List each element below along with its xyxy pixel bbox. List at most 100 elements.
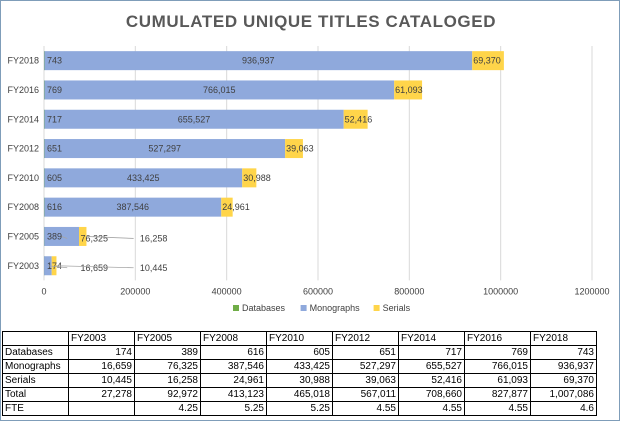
- bars: [44, 51, 504, 276]
- table-header-cell: [2, 331, 69, 346]
- table-row: Serials 10,445 16,258 24,961 30,988 39,063 52,…: [2, 373, 597, 388]
- x-axis-ticks: 0 200000 400000 600000 800000 1000000 1200000: [41, 286, 609, 296]
- table-header-row: FY2003 FY2005 FY2008 FY2010 FY2012 FY2014 FY20…: [2, 331, 597, 346]
- table-cell: 69,370: [530, 373, 597, 388]
- bar-databases: [44, 51, 45, 71]
- table-cell: 616: [200, 345, 267, 360]
- table-cell: 743: [530, 345, 597, 360]
- bar-monographs: [44, 168, 243, 188]
- table-header-cell: FY2012: [332, 331, 399, 346]
- data-label-serials: 10,445: [140, 263, 168, 273]
- bar-databases: [44, 197, 45, 217]
- bar-monographs: [44, 139, 286, 159]
- category-label: FY2005: [7, 231, 39, 241]
- table-cell: 10,445: [68, 373, 135, 388]
- category-label: FY2018: [7, 56, 39, 66]
- table-cell: 605: [266, 345, 333, 360]
- leader-line: [86, 236, 134, 239]
- bar-serials: [79, 226, 87, 246]
- table-cell: 27,278: [68, 387, 135, 402]
- table-header-cell: FY2014: [398, 331, 465, 346]
- stacked-bar-chart: CUMULATED UNIQUE TITLES CATALOGED FY2018…: [7, 12, 609, 313]
- category-label: FY2012: [7, 144, 39, 154]
- table-body: Databases 174 389 616 605 651 717 769 743 Monogra…: [2, 345, 597, 416]
- table-cell: 527,297: [332, 359, 399, 374]
- data-label-monographs: 766,015: [203, 85, 236, 95]
- data-label-serials: 16,258: [140, 233, 168, 243]
- table-cell: 4.55: [398, 401, 465, 416]
- table-cell: 24,961: [200, 373, 267, 388]
- table-cell: 92,972: [134, 387, 201, 402]
- legend-swatch-databases: [233, 305, 239, 311]
- legend-swatch-serials: [373, 305, 380, 311]
- table-cell: 389: [134, 345, 201, 360]
- data-label-serials: 39,063: [286, 144, 314, 154]
- table-row-label: FTE: [2, 401, 69, 416]
- table-header-cell: FY2005: [134, 331, 201, 346]
- table-cell: 174: [68, 345, 135, 360]
- table-cell: 1,007,086: [530, 387, 597, 402]
- chart-title: CUMULATED UNIQUE TITLES CATALOGED: [126, 12, 496, 31]
- x-tick-label: 400000: [212, 286, 242, 296]
- table-cell: 766,015: [464, 359, 531, 374]
- data-label-monographs: 527,297: [148, 144, 181, 154]
- data-label-monographs: 76,325: [80, 233, 108, 243]
- bar-serials: [221, 197, 233, 217]
- table-cell: 769: [464, 345, 531, 360]
- data-label-databases: 651: [47, 144, 62, 154]
- x-tick-label: 0: [41, 286, 46, 296]
- bar-monographs: [44, 197, 222, 217]
- table-cell: 5.25: [266, 401, 333, 416]
- bar-serials: [242, 168, 257, 188]
- x-tick-label: 600000: [303, 286, 333, 296]
- table-cell: 39,063: [332, 373, 399, 388]
- data-label-monographs: 655,527: [178, 114, 211, 124]
- table-cell: 16,659: [68, 359, 135, 374]
- legend-label-databases: Databases: [242, 303, 286, 313]
- table-cell: 655,527: [398, 359, 465, 374]
- bar-databases: [44, 139, 45, 159]
- data-label-monographs: 16,659: [80, 263, 108, 273]
- bar-databases: [44, 168, 45, 188]
- table-row: FTE 4.25 5.25 5.25 4.55 4.55 4.55 4.6: [2, 401, 597, 416]
- table-cell: 4.55: [464, 401, 531, 416]
- table-cell: 413,123: [200, 387, 267, 402]
- leader-line: [61, 236, 68, 239]
- legend: Databases Monographs Serials: [233, 303, 411, 313]
- data-label-serials: 24,961: [222, 202, 250, 212]
- table-row-label: Serials: [2, 373, 69, 388]
- table-header-cell: FY2003: [68, 331, 135, 346]
- category-label: FY2010: [7, 173, 39, 183]
- bar-databases: [44, 109, 45, 129]
- table-cell: [68, 401, 135, 416]
- bar-monographs: [44, 80, 395, 100]
- bar-databases: [44, 80, 45, 100]
- data-label-monographs: 387,546: [116, 202, 149, 212]
- leader-line: [56, 265, 134, 269]
- data-label-databases: 174: [47, 261, 62, 271]
- table-cell: 4.55: [332, 401, 399, 416]
- bar-serials: [472, 51, 504, 71]
- bar-serials: [285, 139, 303, 159]
- table-row-label: Monographs: [2, 359, 69, 374]
- table-cell: 651: [332, 345, 399, 360]
- table-cell: 4.6: [530, 401, 597, 416]
- table-cell: 708,660: [398, 387, 465, 402]
- data-label-databases: 389: [47, 231, 62, 241]
- table-cell: 567,011: [332, 387, 399, 402]
- x-tick-label: 1200000: [574, 286, 609, 296]
- table-cell: 16,258: [134, 373, 201, 388]
- table-row: Total 27,278 92,972 413,123 465,018 567,011 70…: [2, 387, 597, 402]
- data-label-databases: 717: [47, 114, 62, 124]
- data-label-databases: 743: [47, 56, 62, 66]
- bar-monographs: [44, 109, 344, 129]
- data-label-monographs: 936,937: [242, 56, 275, 66]
- table-cell: 465,018: [266, 387, 333, 402]
- data-label-serials: 30,988: [243, 173, 271, 183]
- table-row: Monographs 16,659 76,325 387,546 433,425 527,…: [2, 359, 597, 374]
- bar-serials: [343, 109, 368, 129]
- table-cell: 76,325: [134, 359, 201, 374]
- table-header-cell: FY2016: [464, 331, 531, 346]
- data-label-databases: 769: [47, 85, 62, 95]
